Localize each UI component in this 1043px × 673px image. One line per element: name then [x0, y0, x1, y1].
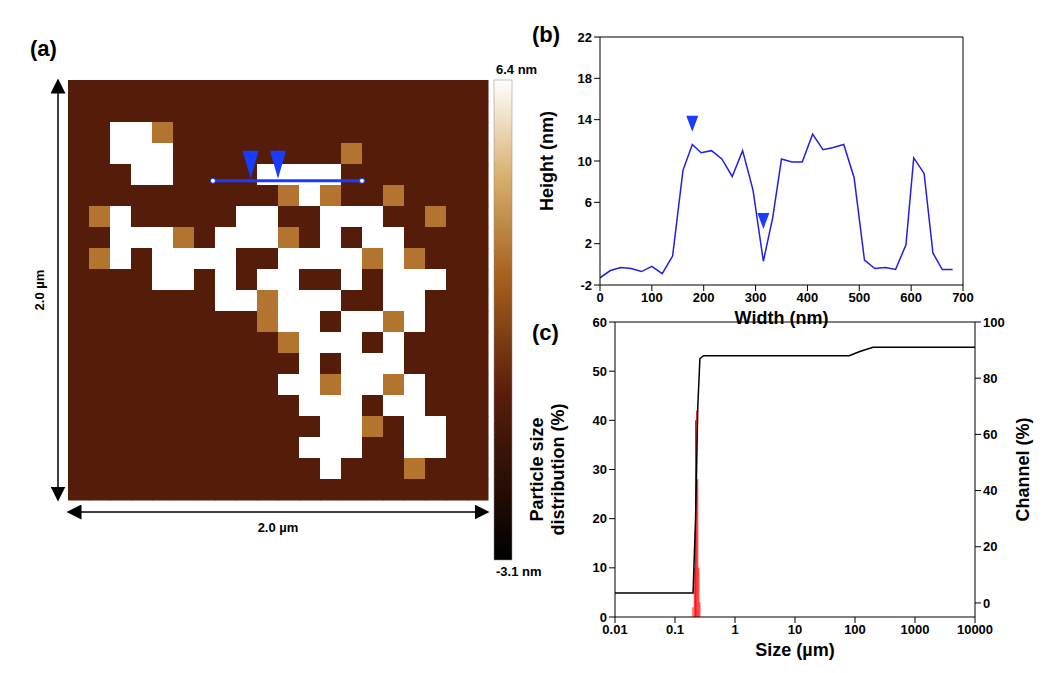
svg-text:200: 200 [693, 290, 715, 305]
svg-text:700: 700 [952, 290, 974, 305]
svg-text:10000: 10000 [957, 622, 993, 637]
svg-text:0: 0 [983, 596, 990, 611]
svg-text:Height (nm): Height (nm) [537, 111, 557, 211]
svg-text:80: 80 [983, 371, 997, 386]
svg-text:-2: -2 [580, 278, 592, 293]
svg-text:22: 22 [578, 30, 592, 45]
svg-text:300: 300 [745, 290, 767, 305]
svg-text:6: 6 [585, 195, 592, 210]
svg-text:60: 60 [983, 427, 997, 442]
svg-text:(a): (a) [30, 36, 57, 61]
svg-text:50: 50 [593, 364, 607, 379]
svg-text:2.0 µm: 2.0 µm [32, 270, 47, 311]
svg-text:1000: 1000 [901, 622, 930, 637]
svg-text:20: 20 [983, 539, 997, 554]
svg-text:2.0 µm: 2.0 µm [258, 520, 299, 535]
svg-text:1: 1 [731, 622, 738, 637]
svg-text:600: 600 [900, 290, 922, 305]
svg-text:30: 30 [593, 462, 607, 477]
svg-text:10: 10 [578, 154, 592, 169]
svg-text:40: 40 [593, 413, 607, 428]
svg-text:10: 10 [788, 622, 802, 637]
svg-text:Width (nm): Width (nm) [735, 308, 829, 328]
svg-text:18: 18 [578, 71, 592, 86]
svg-text:Size (µm): Size (µm) [755, 640, 834, 660]
svg-text:40: 40 [983, 483, 997, 498]
svg-text:0.1: 0.1 [666, 622, 684, 637]
svg-text:10: 10 [593, 560, 607, 575]
svg-text:Channel (%): Channel (%) [1013, 417, 1033, 521]
svg-text:400: 400 [797, 290, 819, 305]
svg-text:100: 100 [641, 290, 663, 305]
html-text:(b): (b) [532, 22, 561, 47]
svg-text:14: 14 [578, 112, 593, 127]
svg-text:2: 2 [585, 236, 592, 251]
svg-text:distribution (%): distribution (%) [548, 404, 568, 536]
svg-text:0.01: 0.01 [602, 622, 628, 638]
html-text:(c): (c) [532, 320, 559, 345]
svg-text:Particle size: Particle size [527, 417, 547, 521]
svg-text:0: 0 [596, 290, 603, 305]
svg-text:0: 0 [600, 610, 607, 625]
svg-text:60: 60 [593, 315, 607, 330]
svg-text:100: 100 [983, 315, 1005, 330]
svg-text:-3.1 nm: -3.1 nm [496, 564, 542, 579]
svg-text:100: 100 [844, 622, 866, 637]
svg-text:500: 500 [848, 290, 870, 305]
svg-text:6.4 nm: 6.4 nm [496, 62, 537, 77]
svg-text:20: 20 [593, 511, 607, 526]
